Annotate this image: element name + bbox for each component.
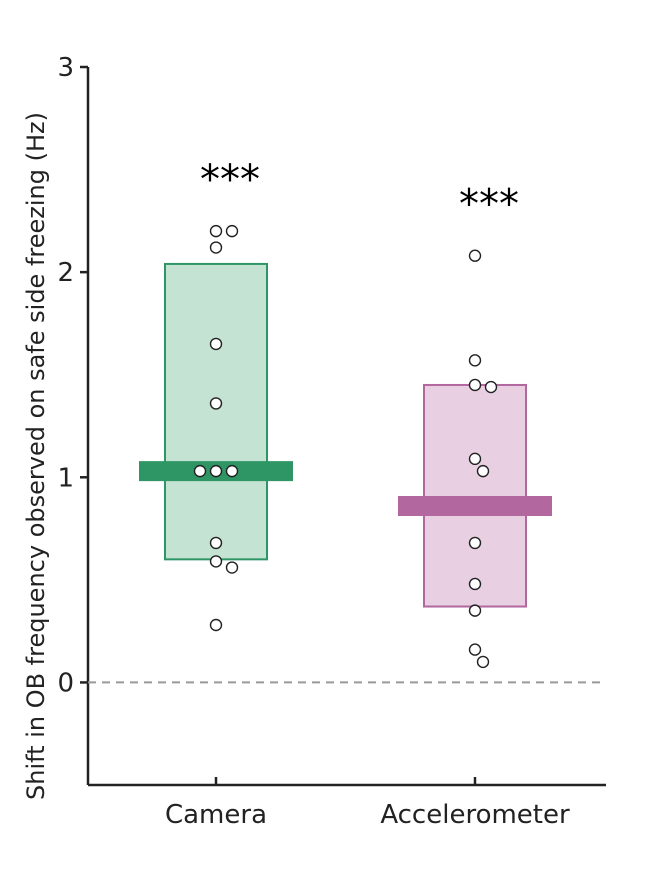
groups-layer: *** *** xyxy=(139,157,552,669)
data-point xyxy=(209,618,223,632)
x-tick-label: Accelerometer xyxy=(380,800,570,830)
y-tick-label: 0 xyxy=(57,668,74,698)
y-tick-label: 1 xyxy=(57,463,74,493)
data-point xyxy=(209,536,223,550)
data-point xyxy=(193,464,207,478)
box xyxy=(164,262,268,561)
data-point xyxy=(209,397,223,410)
group-camera: *** xyxy=(139,157,293,632)
data-point xyxy=(468,452,482,466)
data-point xyxy=(476,464,490,478)
data-point xyxy=(468,577,482,591)
y-axis: 0 1 2 3 xyxy=(57,53,90,785)
box xyxy=(423,383,527,608)
data-point xyxy=(468,536,482,550)
data-point xyxy=(209,224,223,238)
x-axis: Camera Accelerometer xyxy=(88,777,606,830)
data-point xyxy=(468,249,482,262)
y-tick-label: 3 xyxy=(57,53,74,83)
data-point xyxy=(209,464,223,478)
data-point xyxy=(468,378,482,392)
data-point xyxy=(209,337,223,351)
data-point xyxy=(468,643,482,656)
group-accelerometer: *** xyxy=(398,182,552,669)
median-bar xyxy=(398,496,552,517)
significance-label: *** xyxy=(200,157,260,203)
data-point xyxy=(209,241,223,254)
y-tick-label: 2 xyxy=(57,258,74,288)
data-point xyxy=(468,604,482,617)
data-point xyxy=(225,224,239,238)
data-point xyxy=(225,561,239,574)
x-tick-label: Camera xyxy=(165,800,267,830)
data-point xyxy=(209,555,223,568)
data-point xyxy=(225,464,239,478)
significance-label: *** xyxy=(459,182,519,228)
data-point xyxy=(468,354,482,367)
y-axis-title: Shift in OB frequency observed on safe s… xyxy=(22,112,50,800)
data-point xyxy=(484,380,498,394)
data-point xyxy=(476,655,490,669)
